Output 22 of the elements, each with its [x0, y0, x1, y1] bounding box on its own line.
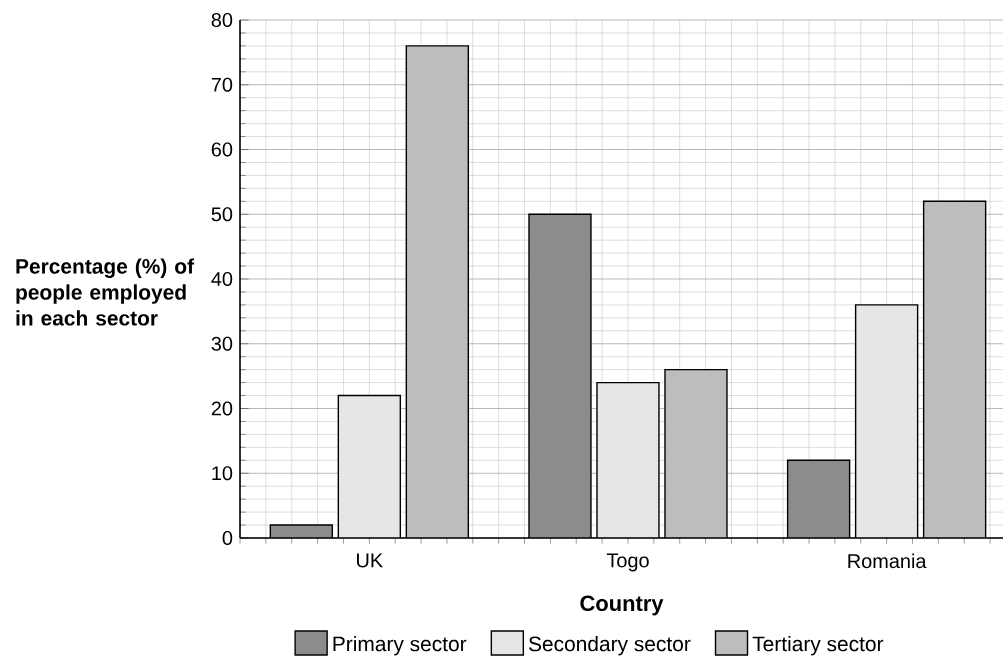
y-tick-label: 80 [211, 12, 233, 28]
x-tick-label: Romania [848, 553, 927, 569]
y-tick-label: 0 [222, 530, 233, 546]
y-tick-label: 60 [211, 142, 233, 157]
y-tick-label: 30 [211, 336, 233, 351]
legend-label: Primary sector [333, 635, 467, 656]
x-tick-label: Togo [606, 553, 649, 572]
y-tick-label: 20 [211, 401, 233, 416]
x-axis-title: Country [580, 595, 664, 616]
y-tick-label: 70 [211, 77, 233, 92]
bar [596, 382, 659, 538]
bar [528, 214, 591, 538]
y-tick-label: 50 [211, 207, 233, 222]
bar [786, 459, 851, 538]
y-tick-label: 10 [212, 466, 233, 481]
bar [854, 304, 919, 538]
x-tick-label: UK [357, 553, 383, 568]
legend-label: Secondary sector [528, 635, 691, 656]
legend-label: Tertiary sector [752, 635, 884, 656]
y-axis-title: Percentage (%) of people employed in each sector [16, 258, 195, 326]
bar [338, 395, 401, 538]
y-tick-label: 40 [211, 271, 233, 287]
